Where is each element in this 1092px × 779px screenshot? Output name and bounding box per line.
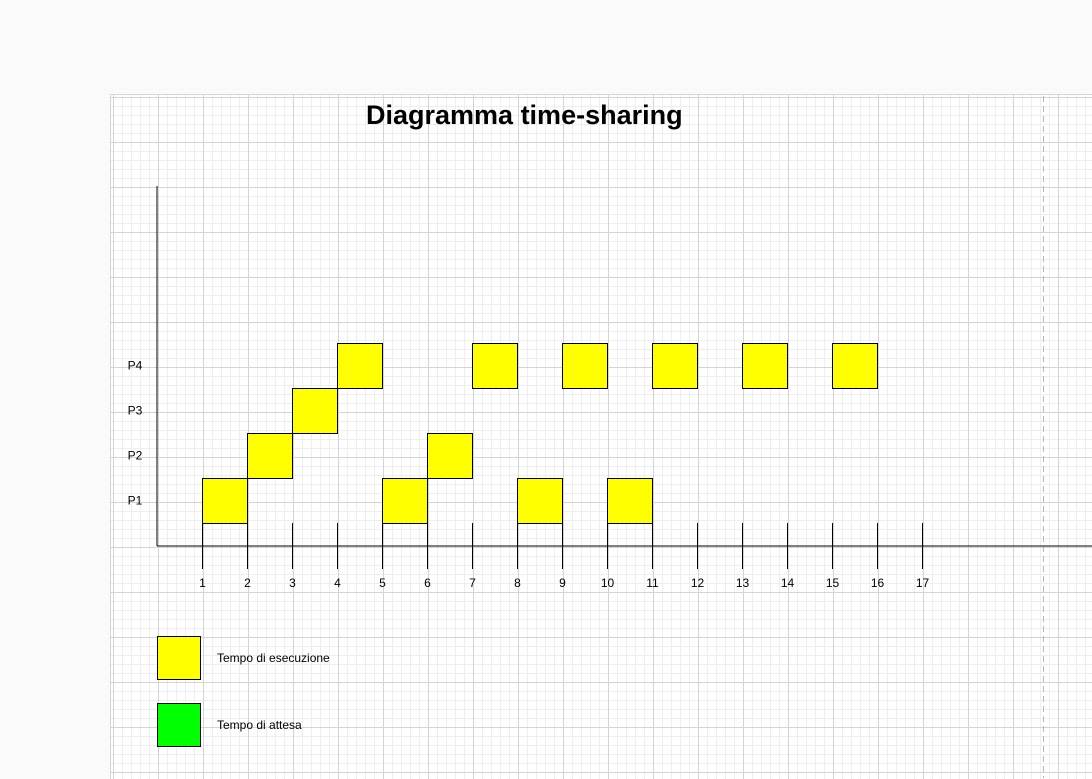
time-tick-label-11: 11	[646, 576, 659, 590]
legend-label-execution: Tempo di esecuzione	[217, 651, 330, 665]
execution-slot-p1-t1	[202, 478, 248, 524]
time-tick-label-5: 5	[379, 576, 386, 590]
legend-swatch-execution	[157, 636, 201, 680]
time-tick-label-8: 8	[514, 576, 521, 590]
execution-slot-p3-t3	[292, 388, 338, 434]
time-tick-label-15: 15	[826, 576, 840, 590]
time-tick-label-7: 7	[469, 576, 476, 590]
time-tick-label-3: 3	[289, 576, 296, 590]
diagram-canvas	[110, 94, 1092, 779]
process-label-p3: P3	[128, 404, 143, 418]
time-tick-label-6: 6	[424, 576, 431, 590]
execution-slot-p4-t4	[337, 343, 383, 389]
execution-slot-p4-t9	[562, 343, 608, 389]
time-tick-label-14: 14	[781, 576, 795, 590]
time-tick-label-4: 4	[334, 576, 341, 590]
legend-label-waiting: Tempo di attesa	[217, 718, 302, 732]
execution-slot-p4-t11	[652, 343, 698, 389]
diagram-title: Diagramma time-sharing	[366, 100, 683, 130]
execution-slot-p2-t6	[427, 433, 473, 479]
time-tick-label-17: 17	[916, 576, 930, 590]
execution-slot-p4-t13	[742, 343, 788, 389]
time-tick-label-16: 16	[871, 576, 885, 590]
time-tick-label-13: 13	[736, 576, 750, 590]
time-tick-label-10: 10	[601, 576, 615, 590]
time-tick-label-1: 1	[199, 576, 206, 590]
process-label-p1: P1	[128, 494, 143, 508]
process-label-p4: P4	[128, 359, 143, 373]
execution-slot-p1-t8	[517, 478, 563, 524]
execution-slot-p2-t2	[247, 433, 293, 479]
execution-slot-p4-t15	[832, 343, 878, 389]
execution-slot-p1-t5	[382, 478, 428, 524]
process-label-p2: P2	[128, 449, 143, 463]
legend-swatch-waiting	[157, 703, 201, 747]
time-tick-label-12: 12	[691, 576, 705, 590]
execution-slot-p4-t7	[472, 343, 518, 389]
time-tick-label-2: 2	[244, 576, 251, 590]
execution-slot-p1-t10	[607, 478, 653, 524]
time-tick-label-9: 9	[559, 576, 566, 590]
